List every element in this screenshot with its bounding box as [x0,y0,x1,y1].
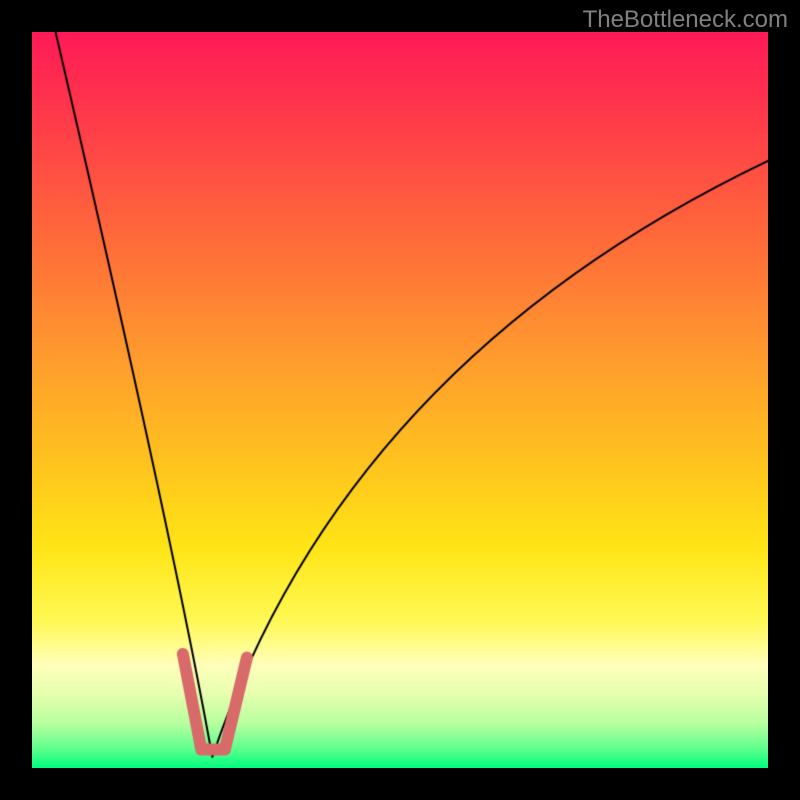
plot-area [32,32,768,768]
chart-frame: TheBottleneck.com [0,0,800,800]
watermark-label: TheBottleneck.com [583,6,788,34]
bottleneck-chart [32,32,768,768]
